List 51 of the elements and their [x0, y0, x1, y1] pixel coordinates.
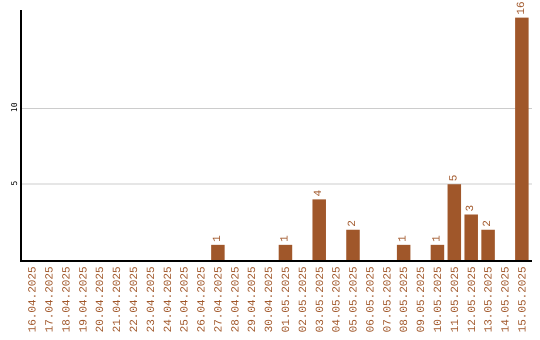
data-label: 1: [212, 234, 224, 242]
x-tick-label: 22.04.2025: [129, 266, 142, 332]
bar: [481, 230, 495, 260]
x-tick-label: 21.04.2025: [112, 266, 124, 332]
bar: [464, 214, 478, 260]
x-tick-label: 19.04.2025: [78, 266, 90, 332]
x-tick-label: 01.05.2025: [281, 266, 294, 332]
x-tick-label: 28.04.2025: [230, 266, 242, 332]
bar: [346, 230, 360, 260]
x-tick-label: 07.05.2025: [382, 266, 394, 332]
x-tick-label: 30.04.2025: [264, 266, 276, 332]
x-tick-label: 15.05.2025: [517, 266, 530, 332]
x-tick-label: 16.04.2025: [28, 266, 40, 332]
data-label: 4: [313, 189, 326, 196]
bar: [312, 199, 326, 260]
bar: [448, 184, 462, 260]
x-tick-label: 18.04.2025: [61, 266, 74, 332]
y-tick-label: 10: [10, 102, 19, 112]
x-tick-label: 09.05.2025: [416, 266, 428, 332]
x-tick-label: 05.05.2025: [348, 266, 361, 332]
x-tick-label: 10.05.2025: [433, 266, 446, 332]
x-tick-label: 04.05.2025: [332, 266, 344, 332]
bar: [396, 244, 410, 260]
x-tick-label: 11.05.2025: [450, 266, 462, 332]
bar: [211, 244, 225, 260]
x-tick-label: 27.04.2025: [213, 266, 226, 332]
data-label: 1: [431, 234, 444, 242]
x-tick-label: 12.05.2025: [466, 266, 479, 332]
data-label: 3: [465, 204, 478, 212]
x-tick-label: 08.05.2025: [399, 266, 412, 332]
x-tick-label: 24.04.2025: [162, 266, 175, 332]
data-label: 2: [346, 220, 359, 227]
x-tick-label: 14.05.2025: [500, 266, 513, 332]
bar: [515, 18, 529, 260]
x-tick-label: 26.04.2025: [196, 266, 209, 332]
x-tick-label: 20.04.2025: [95, 266, 108, 332]
data-label: 2: [482, 220, 494, 227]
x-tick-label: 03.05.2025: [314, 266, 327, 332]
x-tick-label: 13.05.2025: [484, 266, 496, 332]
x-tick-label: 06.05.2025: [365, 266, 378, 332]
data-label: 1: [279, 234, 292, 242]
x-tick-label: 25.04.2025: [180, 266, 192, 332]
bar: [430, 244, 444, 260]
x-tick-label: 23.04.2025: [146, 266, 158, 332]
data-label: 16: [516, 1, 528, 15]
bar: [278, 244, 292, 260]
x-tick-label: 02.05.2025: [298, 266, 310, 332]
data-label: 5: [448, 174, 460, 182]
x-tick-label: 17.04.2025: [44, 266, 57, 332]
data-label: 1: [398, 234, 410, 242]
x-tick-label: 29.04.2025: [247, 266, 260, 332]
